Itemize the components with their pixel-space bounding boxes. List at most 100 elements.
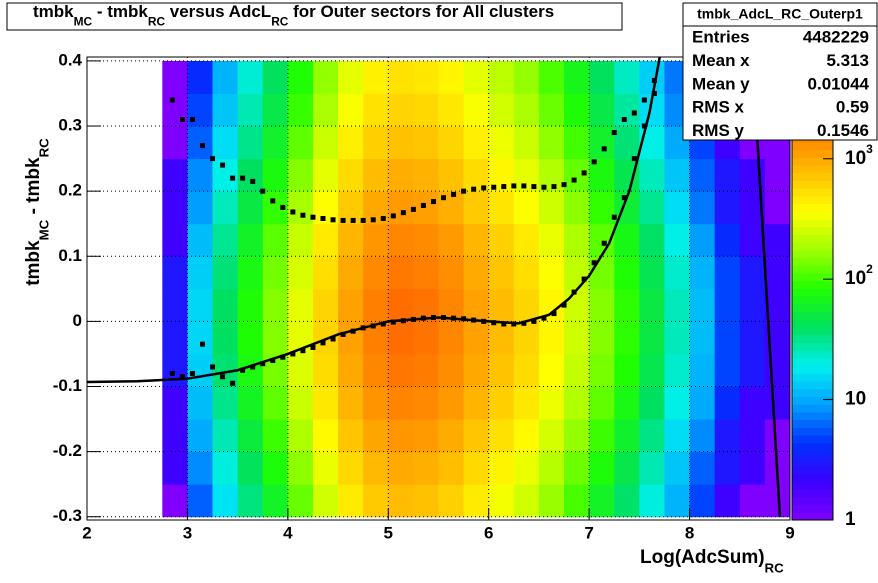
heat-cell [237,158,264,192]
title: tmbkMC - tmbkRC versus AdcLRC for Outer … [33,2,554,28]
profile-point [551,311,557,317]
profile-point [430,314,436,320]
heat-cell [262,126,289,160]
heat-cell [589,353,615,388]
heat-cell [262,93,289,127]
heat-cell [212,288,239,322]
heat-cell [689,158,716,192]
heat-cell [438,60,465,94]
heat-cell [338,93,364,127]
title-part: versus AdcL [165,2,271,21]
heat-cell [564,223,590,257]
title-part: MC [74,14,93,28]
heat-cell [312,256,339,290]
heat-cell [764,386,790,420]
heat-cell [614,353,640,388]
profile-point [581,276,587,282]
heat-cell [463,451,490,485]
heat-cell [764,419,790,453]
z-tick-label-base: 10 [845,148,866,169]
profile-point [260,361,266,367]
profile-point [199,143,205,149]
profile-point [400,318,406,324]
profile-point [390,213,396,219]
profile-point [601,146,607,152]
heat-cell [338,321,364,355]
stats-label: Mean x [692,51,750,70]
stats-name: tmbk_AdcL_RC_Outerp1 [697,6,863,22]
stats-label: Mean y [692,74,750,93]
heat-cell [614,419,640,453]
profile-point [641,123,647,129]
profile-point [441,314,447,320]
profile-point [330,217,336,223]
z-tick-label: 103 [845,142,873,169]
profile-point [571,177,577,183]
stats-box [682,2,878,141]
x-tick-label: 6 [484,523,493,542]
heat-cell [614,321,640,355]
heat-cell [388,191,414,225]
heat-cell [564,353,590,388]
heat-cell [538,191,565,225]
colorbar-segment [792,481,833,490]
colorbar-segment [792,458,833,467]
heat-cell [363,451,389,485]
heat-cell [413,419,439,453]
colorbar-segment [792,257,833,266]
profile-point [179,117,185,123]
profile-point [220,162,226,168]
colorbar-segment [792,195,833,205]
heat-cell [363,256,389,290]
profile-point [350,328,356,334]
profile-point [430,199,436,205]
heat-cell [639,451,665,485]
heat-cell [162,321,188,355]
heat-cell [162,484,188,518]
heat-cell [237,321,264,355]
heat-cell [538,484,565,518]
heat-cell [287,191,314,225]
heat-cell [664,288,691,322]
heat-cell [438,223,465,257]
heat-cell [589,288,615,322]
heat-cell [564,484,590,518]
profile-point [350,217,356,223]
heat-cell [212,451,239,485]
heat-cell [312,353,339,388]
stats-value: 0.01044 [808,74,870,93]
heat-cell [413,126,439,160]
heat-cell [614,451,640,485]
heat-cell [413,484,439,518]
heat-cell [739,158,766,192]
heat-cell [187,288,214,322]
heat-cell [162,126,188,160]
stats-value: 0.59 [836,98,869,117]
profile-point [471,186,477,192]
colorbar-segment [792,219,833,228]
heat-cell [338,158,364,192]
profile-point [420,315,426,321]
heat-cell [262,158,289,192]
heat-cell [463,288,490,322]
heat-cell [287,484,314,518]
z-tick-label-base: 1 [845,509,856,530]
heat-cell [287,126,314,160]
colorbar-segment [792,404,833,413]
heat-cell [538,419,565,453]
heat-cell [739,386,766,420]
stats-label: RMS y [692,121,745,140]
heat-cell [162,256,188,290]
profile-point [451,315,457,321]
z-tick-label-exp: 2 [866,262,873,276]
profile-point [280,204,286,210]
heat-cell [212,419,239,453]
y-tick-label: -0.3 [53,506,82,525]
heat-cell [538,60,565,94]
profile-point [380,215,386,221]
heat-cell [639,256,665,290]
heat-cell [312,288,339,322]
heat-cell [639,484,665,518]
colorbar-segment [792,265,833,274]
profile-point [230,175,236,181]
